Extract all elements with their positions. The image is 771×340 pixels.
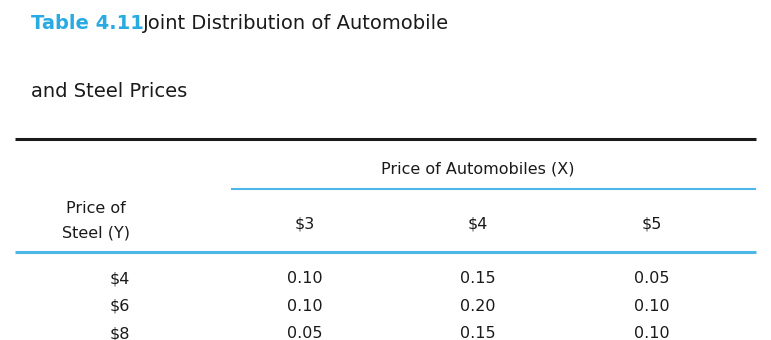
- Text: $6: $6: [109, 299, 130, 314]
- Text: 0.10: 0.10: [287, 271, 322, 286]
- Text: 0.10: 0.10: [287, 299, 322, 314]
- Text: $8: $8: [109, 326, 130, 340]
- Text: 0.10: 0.10: [634, 326, 669, 340]
- Text: $4: $4: [109, 271, 130, 286]
- Text: 0.15: 0.15: [460, 271, 496, 286]
- Text: $3: $3: [295, 216, 315, 231]
- Text: and Steel Prices: and Steel Prices: [31, 82, 187, 101]
- Text: 0.05: 0.05: [287, 326, 322, 340]
- Text: Price of: Price of: [66, 201, 126, 216]
- Text: 0.20: 0.20: [460, 299, 496, 314]
- Text: Steel (Y): Steel (Y): [62, 225, 130, 240]
- Text: Price of Automobiles (X): Price of Automobiles (X): [382, 161, 574, 176]
- Text: 0.10: 0.10: [634, 299, 669, 314]
- Text: 0.05: 0.05: [634, 271, 669, 286]
- Text: Joint Distribution of Automobile: Joint Distribution of Automobile: [143, 14, 449, 33]
- Text: $4: $4: [468, 216, 488, 231]
- Text: $5: $5: [641, 216, 662, 231]
- Text: 0.15: 0.15: [460, 326, 496, 340]
- Text: Table 4.11: Table 4.11: [31, 14, 157, 33]
